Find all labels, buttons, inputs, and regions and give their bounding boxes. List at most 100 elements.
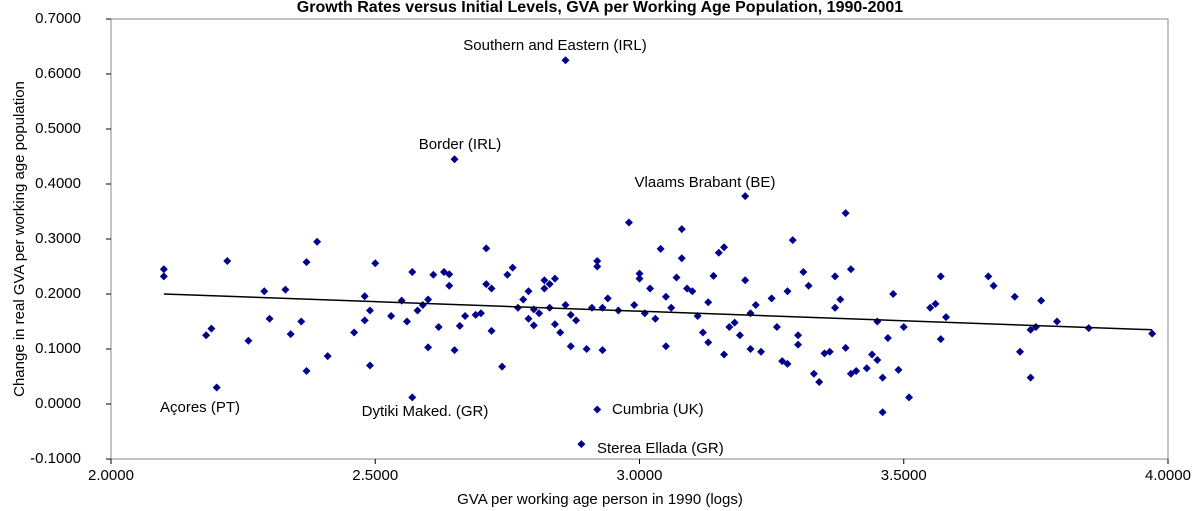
point	[482, 280, 491, 289]
point	[413, 306, 422, 315]
point	[799, 268, 808, 276]
point	[524, 287, 533, 296]
point	[667, 303, 676, 312]
point	[730, 318, 739, 327]
point	[445, 281, 454, 290]
point	[1148, 329, 1157, 338]
point	[630, 301, 639, 309]
annotation: Sterea Ellada (GR)	[597, 440, 724, 457]
y-tick-label: 0.1000	[35, 340, 81, 357]
point	[508, 263, 517, 272]
point	[587, 303, 596, 312]
point	[741, 192, 750, 201]
point	[936, 272, 945, 281]
point	[794, 340, 803, 349]
point	[1037, 296, 1046, 305]
x-tick-label: 4.0000	[1145, 467, 1191, 484]
point	[593, 262, 602, 271]
annotation: Dytiki Maked. (GR)	[362, 403, 489, 420]
x-tick-label: 2.0000	[88, 467, 134, 484]
point	[159, 265, 168, 274]
y-axis-label: Change in real GVA per working age popul…	[11, 81, 28, 397]
point	[704, 338, 713, 347]
point	[862, 364, 871, 373]
point	[297, 317, 306, 326]
point	[825, 347, 834, 356]
annotation: Cumbria (UK)	[612, 401, 704, 418]
point	[852, 367, 861, 375]
point	[846, 369, 855, 378]
point	[365, 306, 374, 315]
point	[624, 218, 633, 227]
point	[989, 281, 998, 290]
point	[445, 270, 454, 279]
point	[418, 301, 427, 309]
point	[424, 343, 433, 352]
annotation: Southern and Eastern (IRL)	[463, 37, 646, 54]
point	[524, 314, 533, 323]
point	[677, 225, 686, 234]
point	[725, 323, 734, 331]
point	[476, 309, 485, 318]
point	[783, 359, 792, 368]
x-tick-label: 3.5000	[881, 467, 927, 484]
point	[661, 292, 670, 301]
point	[704, 298, 713, 307]
point	[540, 276, 549, 285]
y-tick-label: 0.0000	[35, 395, 81, 412]
point	[286, 330, 295, 339]
point	[313, 237, 322, 246]
point	[408, 393, 417, 402]
point	[815, 378, 824, 386]
point	[698, 328, 707, 337]
point	[371, 259, 380, 268]
point	[519, 295, 528, 304]
point	[984, 272, 993, 281]
point	[926, 303, 935, 312]
point	[593, 257, 602, 265]
point	[894, 365, 903, 374]
point	[899, 323, 908, 331]
point	[720, 243, 729, 252]
point	[202, 331, 211, 340]
point	[868, 350, 877, 359]
point	[550, 274, 559, 283]
point	[450, 346, 459, 355]
point	[281, 285, 290, 294]
point	[556, 328, 565, 337]
chart-title: Growth Rates versus Initial Levels, GVA …	[297, 0, 904, 16]
point	[434, 323, 443, 331]
point	[540, 284, 549, 293]
point	[831, 303, 840, 312]
point	[424, 295, 433, 304]
point	[566, 342, 575, 351]
point	[593, 405, 602, 414]
point	[804, 281, 813, 290]
point	[455, 321, 464, 330]
x-tick-label: 2.5000	[352, 467, 398, 484]
y-tick-label: 0.5000	[35, 120, 81, 137]
point	[159, 272, 168, 281]
point	[1026, 325, 1035, 334]
point	[360, 292, 369, 301]
point	[302, 258, 311, 267]
point	[566, 310, 575, 319]
point	[751, 301, 760, 309]
point	[603, 294, 612, 303]
point	[1016, 347, 1025, 356]
point	[577, 440, 586, 449]
y-tick-label: 0.3000	[35, 230, 81, 247]
point	[572, 316, 581, 325]
point	[873, 317, 882, 326]
point	[846, 265, 855, 274]
point	[651, 314, 660, 323]
point	[661, 342, 670, 351]
x-axis-label: GVA per working age person in 1990 (logs…	[457, 491, 743, 508]
point	[635, 274, 644, 283]
point	[672, 273, 681, 282]
point	[408, 268, 417, 276]
trend-line	[163, 293, 1153, 331]
point	[450, 155, 459, 164]
point	[783, 287, 792, 296]
plot-frame	[110, 18, 1169, 460]
